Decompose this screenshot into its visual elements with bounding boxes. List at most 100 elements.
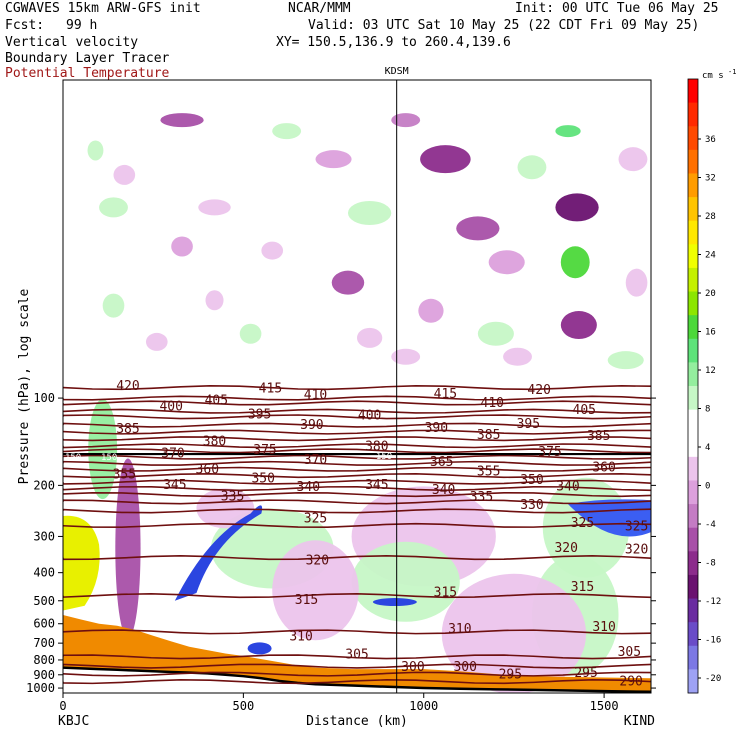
vertical-velocity-cell: [315, 150, 352, 169]
y-tick-label: 500: [33, 594, 55, 608]
contour-label: 310: [592, 620, 615, 635]
tracer-plume-east: [568, 499, 651, 537]
vertical-velocity-cell: [331, 270, 365, 295]
field-boundary-layer-tracer: Boundary Layer Tracer: [5, 51, 170, 66]
contour-label: 315: [434, 586, 457, 601]
colorbar-tick-label: 36: [705, 135, 716, 145]
vertical-velocity-cell: [418, 298, 444, 323]
vertical-velocity-cell: [261, 241, 284, 260]
y-tick-label: 700: [33, 636, 55, 650]
contour-label: 360: [592, 460, 615, 475]
contour-label: 320: [625, 542, 648, 557]
colorbar-swatch: [688, 669, 698, 694]
colorbar-swatch: [688, 102, 698, 127]
colorbar-swatch: [688, 362, 698, 387]
isentrope-420: [63, 385, 651, 391]
colorbar-tick-label: -20: [705, 674, 721, 684]
x-tick-label: 1000: [409, 699, 438, 713]
contour-label: 375: [538, 445, 561, 460]
tracer-patch: [247, 642, 272, 655]
contour-label: 410: [481, 396, 504, 411]
isentrope-330: [63, 508, 651, 514]
contour-label: 350: [520, 473, 543, 488]
vertical-velocity-cell: [488, 250, 525, 275]
ground-surface: [63, 666, 651, 693]
vertical-velocity-cell: [102, 293, 125, 318]
contour-label: 290: [619, 674, 642, 689]
isentrope-390: [63, 429, 651, 435]
y-tick-label: 1000: [26, 681, 55, 695]
isentrope-385: [63, 436, 651, 442]
contour-label: 420: [527, 383, 550, 398]
contour-label: 335: [221, 490, 244, 505]
contour-label: 330: [520, 498, 543, 513]
colorbar-tick-label: -16: [705, 636, 721, 646]
colorbar-swatch: [688, 622, 698, 647]
isentrope-335: [63, 499, 651, 505]
y-tick-label: 200: [33, 478, 55, 492]
colorbar-unit: cm s: [702, 71, 724, 81]
contour-label: 300: [401, 660, 424, 675]
colorbar-swatch: [688, 291, 698, 316]
vertical-velocity-cell: [357, 327, 383, 348]
x-tick-label: 500: [233, 699, 255, 713]
isentrope-360: [63, 466, 651, 472]
colorbar-swatch: [688, 480, 698, 505]
contour-label: 340: [297, 480, 320, 495]
contour-label: 150: [376, 452, 392, 462]
tracer-patch: [372, 598, 417, 607]
colorbar-tick-label: 12: [705, 366, 716, 376]
contour-label: 420: [116, 379, 139, 394]
contour-label: 340: [556, 479, 579, 494]
vertical-velocity-cell: [196, 488, 255, 529]
isentrope-410: [63, 400, 651, 406]
isentrope-305: [63, 654, 651, 660]
colorbar-tick-label: 32: [705, 174, 716, 184]
y-tick-label: 800: [33, 653, 55, 667]
contour-label: 385: [587, 429, 610, 444]
contour-label: 360: [196, 463, 219, 478]
y-tick-label: 600: [33, 617, 55, 631]
contour-label: 395: [248, 407, 271, 422]
colorbar-tick-label: 16: [705, 328, 716, 338]
y-tick-label: 400: [33, 566, 55, 580]
colorbar-tick-label: 8: [705, 405, 710, 415]
vertical-velocity-cell: [625, 268, 648, 297]
colorbar-unit-exponent: -1: [728, 68, 736, 76]
contour-label: 335: [470, 490, 493, 505]
vertical-velocity-cell: [205, 290, 224, 311]
x-tick-label: 0: [59, 699, 66, 713]
contour-label: 305: [345, 647, 368, 662]
vertical-velocity-cell: [113, 164, 136, 185]
isentrope-415: [63, 395, 651, 401]
colorbar-swatch: [688, 386, 698, 411]
vertical-velocity-cell: [99, 197, 128, 218]
y-tick-label: 900: [33, 668, 55, 682]
colorbar-tick-label: 28: [705, 212, 716, 222]
model-title: CGWAVES 15km ARW-GFS init: [5, 1, 201, 16]
isentrope-375: [63, 448, 651, 454]
contour-label: 300: [453, 660, 476, 675]
colorbar-tick-label: -12: [705, 597, 721, 607]
vertical-velocity-cell: [456, 216, 500, 241]
vertical-velocity-cell: [347, 200, 392, 225]
isentrope-315: [63, 593, 651, 599]
contour-label: 380: [203, 434, 226, 449]
contour-label: 345: [365, 478, 388, 493]
colorbar-swatch: [688, 338, 698, 363]
vertical-velocity-cell: [391, 113, 421, 128]
mid-station-label: KDSM: [385, 66, 409, 77]
cross-section-endpoints: XY= 150.5,136.9 to 260.4,139.6: [276, 35, 511, 50]
contour-label: 150: [65, 453, 81, 463]
y-tick-label: 100: [33, 391, 55, 405]
init-time: Init: 00 UTC Tue 06 May 25: [515, 1, 719, 16]
y-tick-label: 300: [33, 529, 55, 543]
isentrope-405: [63, 408, 651, 414]
colorbar-swatch: [688, 574, 698, 600]
contour-label: 310: [448, 622, 471, 637]
colorbar-swatch: [688, 409, 698, 434]
contour-label: 355: [113, 467, 136, 482]
colorbar-swatch: [688, 79, 698, 104]
contour-label: 385: [116, 422, 139, 437]
